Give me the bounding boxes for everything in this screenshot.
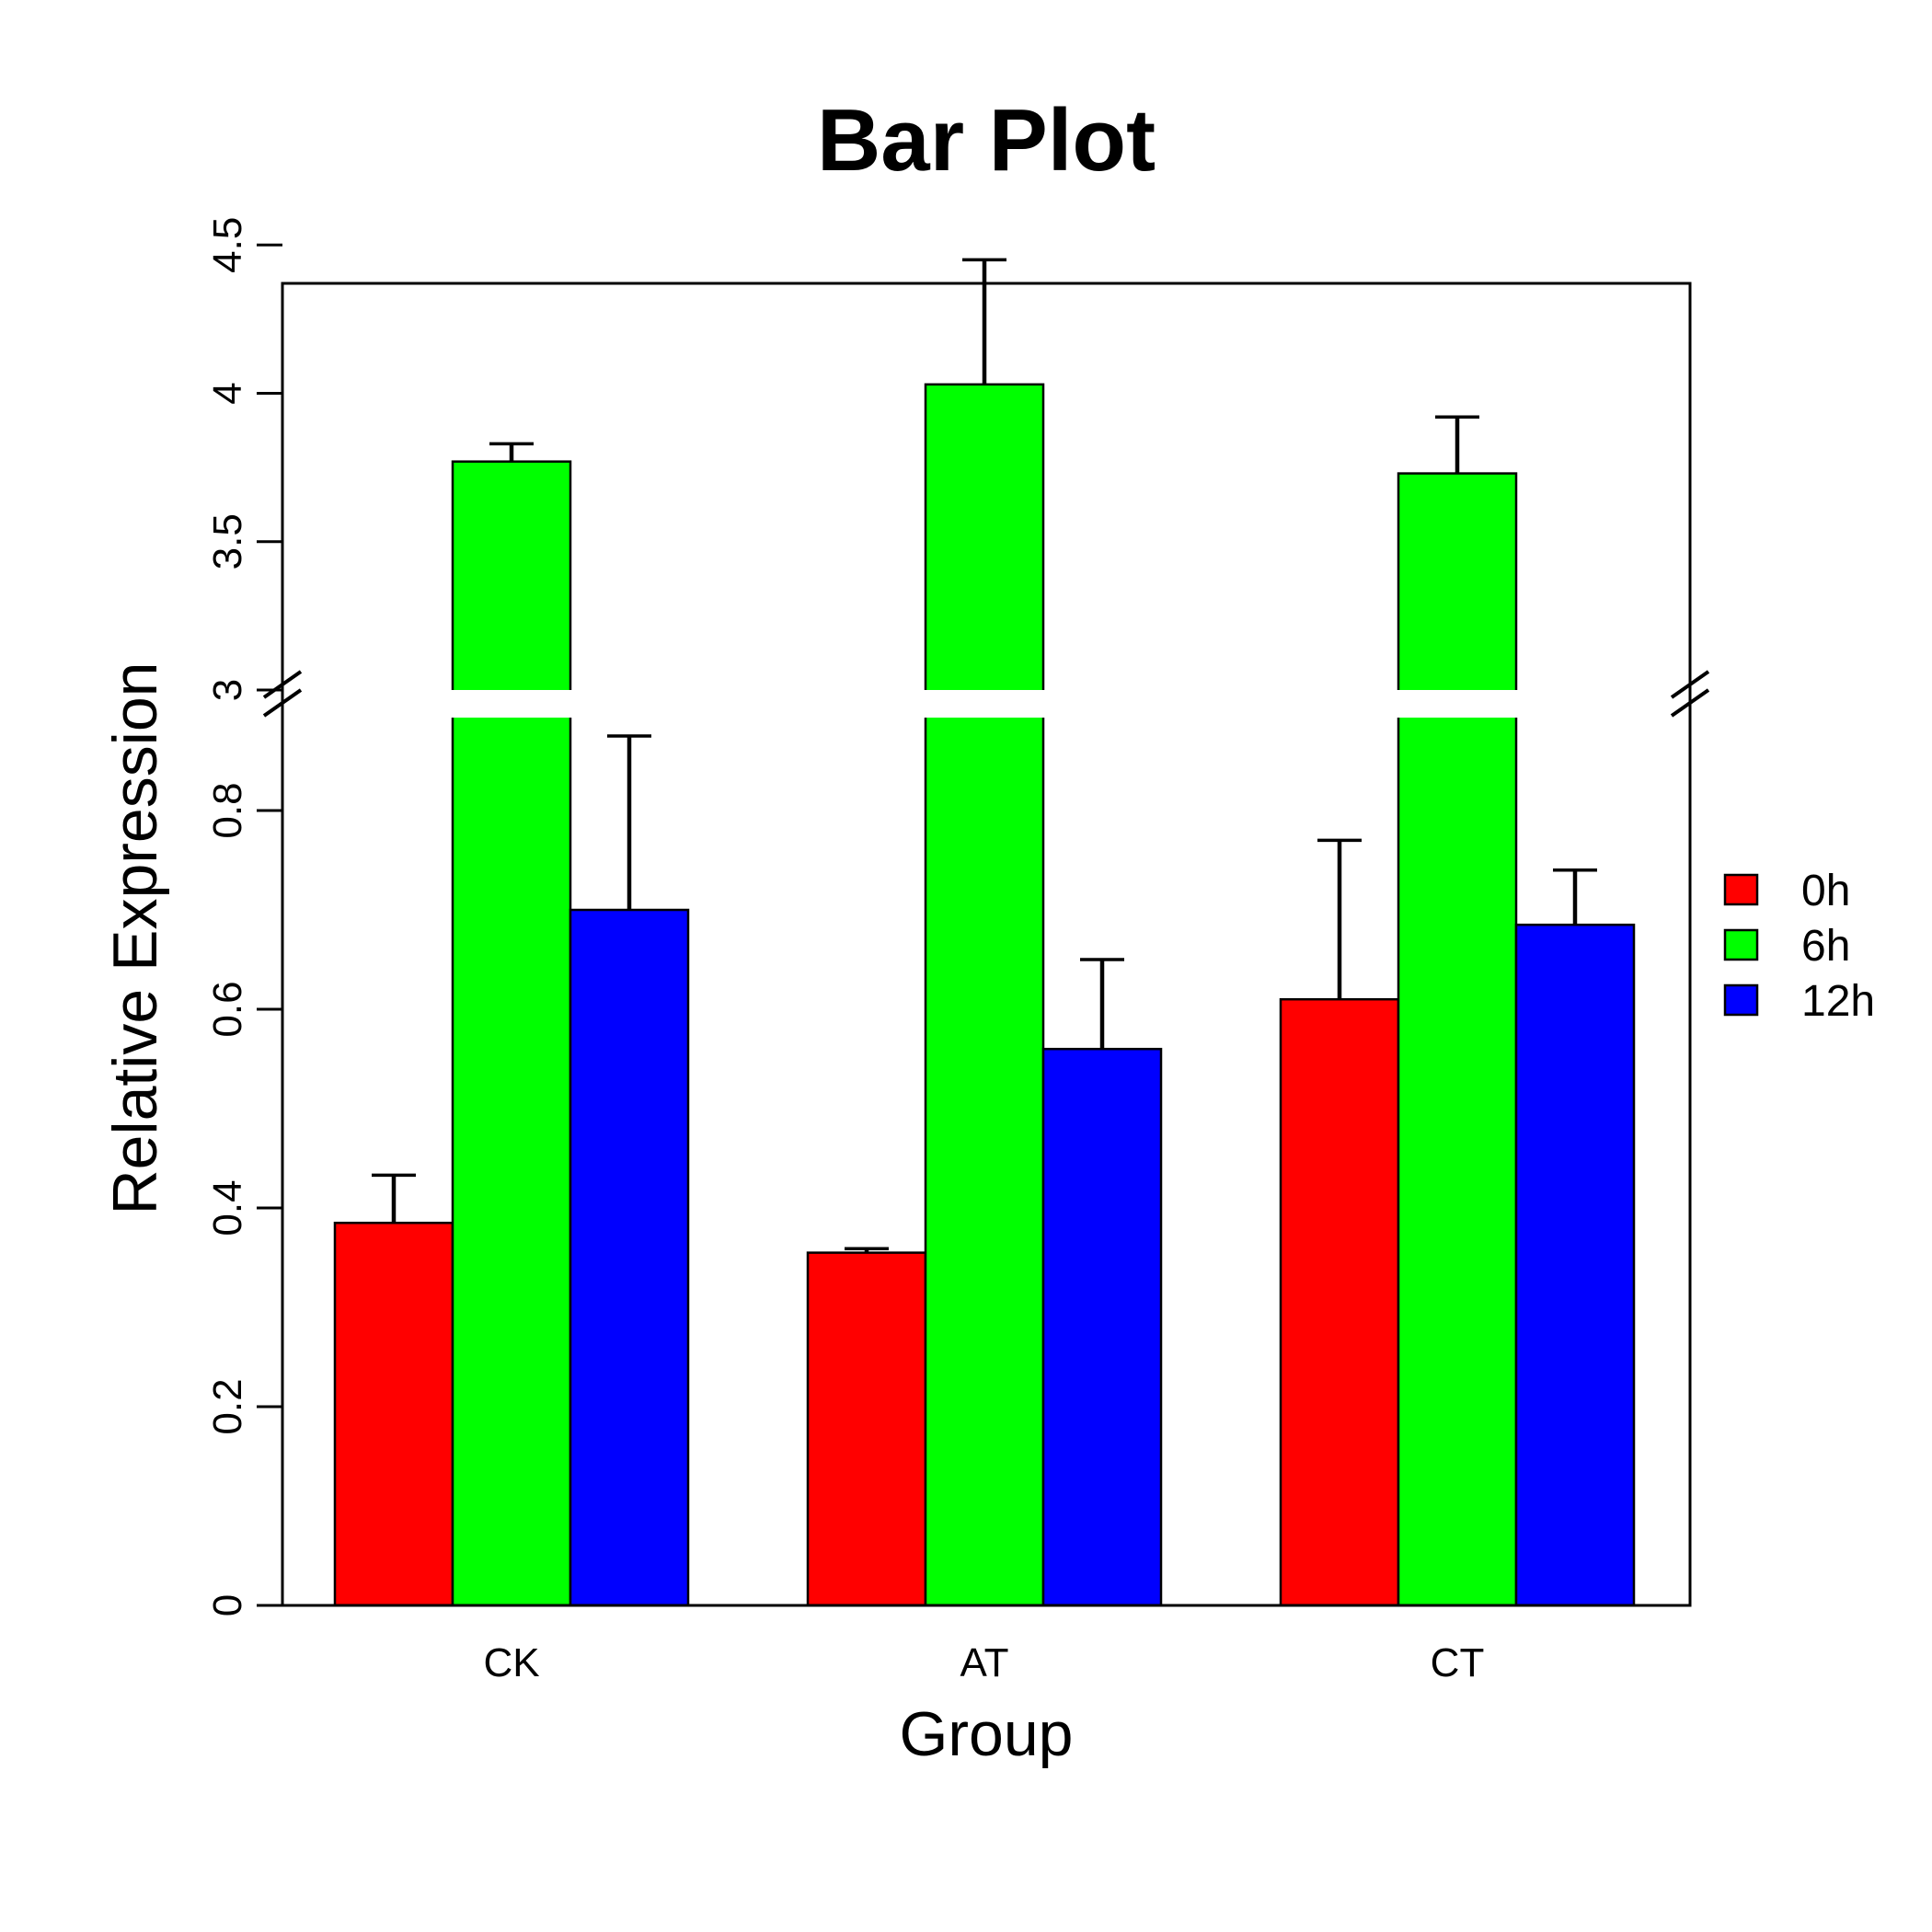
- x-tick-label-ck: CK: [483, 1640, 539, 1685]
- y-tick-label-lower-0: 0: [205, 1594, 250, 1616]
- legend-label-6h: 6h: [1801, 922, 1850, 971]
- x-tick-label-ct: CT: [1431, 1640, 1485, 1685]
- bar-ck-12h: [569, 908, 690, 1607]
- bar-at-6h: [924, 383, 1045, 1607]
- y-tick-label-lower-0.4: 0.4: [205, 1179, 250, 1236]
- y-axis: 0 0.2 0.4 0.6 0.8 3 3.5 4 4.5: [205, 217, 282, 1616]
- legend-swatch-0h: [1723, 873, 1759, 906]
- legend-label-12h: 12h: [1801, 977, 1875, 1026]
- bar-ck-6h: [451, 460, 572, 1607]
- bar-ct-6h: [1397, 472, 1518, 1607]
- bar-at-12h: [1041, 1047, 1163, 1607]
- y-tick-label-upper-4.5: 4.5: [205, 217, 250, 273]
- x-tick-label-at: AT: [960, 1640, 1009, 1685]
- error-bars-layer: [372, 258, 1597, 1253]
- bar-at-0h: [806, 1251, 927, 1607]
- y-tick-label-lower-0.2: 0.2: [205, 1378, 250, 1434]
- bar-ct-0h: [1279, 997, 1400, 1607]
- legend-swatch-12h: [1723, 983, 1759, 1017]
- chart-title: Bar Plot: [817, 91, 1156, 190]
- bar-ck-0h: [333, 1221, 454, 1607]
- legend-swatch-6h: [1723, 928, 1759, 961]
- legend-label-0h: 0h: [1801, 867, 1850, 915]
- y-tick-label-upper-4: 4: [205, 382, 250, 404]
- y-tick-label-upper-3.5: 3.5: [205, 513, 250, 569]
- legend: 0h 6h 12h: [1723, 867, 1875, 1026]
- y-tick-label-upper-3: 3: [205, 679, 250, 701]
- bar-ct-12h: [1514, 923, 1636, 1607]
- plot-frame: [281, 282, 1692, 1607]
- y-tick-label-lower-0.8: 0.8: [205, 782, 250, 838]
- y-axis-label: Relative Expression: [100, 662, 170, 1215]
- x-axis: CK AT CT: [483, 1640, 1484, 1685]
- bars-layer: [333, 383, 1636, 1607]
- axis-break-gap: [284, 690, 1688, 718]
- y-tick-label-lower-0.6: 0.6: [205, 981, 250, 1037]
- x-axis-label: Group: [900, 1699, 1074, 1769]
